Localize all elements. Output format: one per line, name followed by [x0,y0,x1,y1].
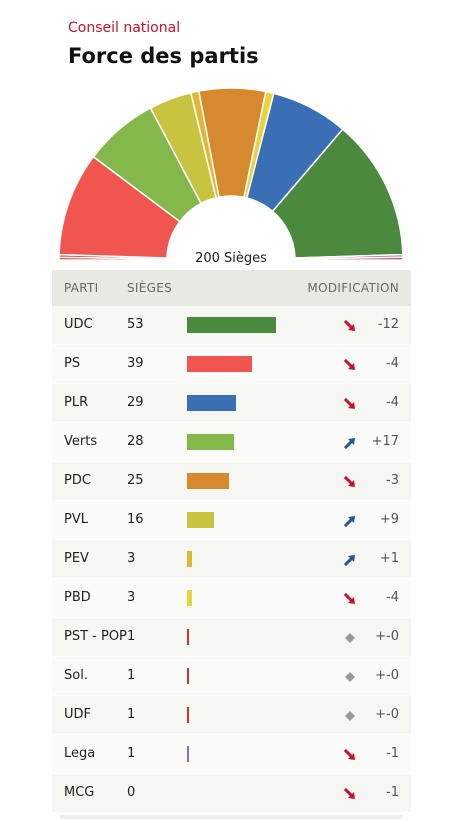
seat-count: 0 [127,785,136,800]
seat-count: 16 [127,512,144,527]
seat-bar [187,590,193,606]
party-name: PLR [64,395,89,410]
seat-bar [187,434,235,450]
seat-change: -4 [386,356,399,371]
seat-bar [187,551,193,567]
seat-count: 3 [127,551,136,566]
seat-bar [187,629,189,645]
seat-change: -12 [377,317,399,332]
seat-change: -1 [386,746,399,761]
header-change: MODIFICATION [307,281,399,295]
seat-change: +1 [379,551,399,566]
table-body: UDC 53 -12 PS 39 -4 PLR 29 -4 Verts 28 +17 PDC 25 -3 PV… [52,306,411,813]
party-name: UDC [64,317,93,332]
seat-bar [187,317,276,333]
seat-change: +-0 [375,629,399,644]
seat-count: 1 [127,629,136,644]
table-header: PARTI SIÈGES MODIFICATION [52,270,411,306]
seat-count: 29 [127,395,144,410]
seat-bar [187,395,236,411]
diamond-icon [345,672,355,682]
seat-change: -3 [386,473,399,488]
seat-bar [187,746,189,762]
party-row-sol[interactable]: Sol. 1 +-0 [52,657,411,696]
arrow-down-icon [343,397,355,409]
results-table: PARTI SIÈGES MODIFICATION UDC 53 -12 PS 39 -4… [52,270,411,813]
eyebrow-label: Conseil national [68,20,181,36]
hemicycle-chart: 200 Sièges [40,87,420,270]
party-row-mcg[interactable]: MCG 0 -1 [52,774,411,813]
party-row-ps[interactable]: PS 39 -4 [52,345,411,384]
seat-change: -1 [386,785,399,800]
party-name: Lega [64,746,96,761]
seat-count: 53 [127,317,144,332]
party-row-pvl[interactable]: PVL 16 +9 [52,501,411,540]
seat-bar [187,707,189,723]
party-row-verts[interactable]: Verts 28 +17 [52,423,411,462]
seat-count: 25 [127,473,144,488]
seat-count: 28 [127,434,144,449]
seat-change: +-0 [375,668,399,683]
party-row-pst-pop[interactable]: PST - POP 1 +-0 [52,618,411,657]
total-seats-label: 200 Sièges [195,251,267,266]
party-name: PVL [64,512,88,527]
arrow-down-icon [343,358,355,370]
seat-count: 1 [127,668,136,683]
arrow-down-icon [343,475,355,487]
party-row-lega[interactable]: Lega 1 -1 [52,735,411,774]
hemicycle-center [167,196,295,270]
party-name: PST - POP [64,629,127,644]
party-name: PS [64,356,81,371]
seat-bar [187,512,214,528]
seat-count: 1 [127,746,136,761]
party-row-plr[interactable]: PLR 29 -4 [52,384,411,423]
arrow-down-icon [343,592,355,604]
seat-change: +-0 [375,707,399,722]
page-title: Force des partis [68,44,259,68]
seat-count: 39 [127,356,144,371]
seat-change: +9 [379,512,399,527]
arrow-up-icon [343,555,355,567]
seat-bar [187,356,253,372]
arrow-up-icon [343,516,355,528]
arrow-up-icon [343,438,355,450]
footer-bar [60,815,403,819]
party-name: PBD [64,590,91,605]
arrow-down-icon [343,748,355,760]
header-seats: SIÈGES [127,281,173,295]
arrow-down-icon [343,787,355,799]
seat-change: +17 [371,434,399,449]
seat-change: -4 [386,395,399,410]
party-row-pdc[interactable]: PDC 25 -3 [52,462,411,501]
seat-count: 3 [127,590,136,605]
seat-count: 1 [127,707,136,722]
seat-bar [187,668,189,684]
diamond-icon [345,633,355,643]
party-row-udf[interactable]: UDF 1 +-0 [52,696,411,735]
party-name: Sol. [64,668,88,683]
party-name: PEV [64,551,89,566]
party-row-udc[interactable]: UDC 53 -12 [52,306,411,345]
header-party: PARTI [64,281,99,295]
party-row-pev[interactable]: PEV 3 +1 [52,540,411,579]
arrow-down-icon [343,319,355,331]
party-name: UDF [64,707,92,722]
seat-change: -4 [386,590,399,605]
party-name: PDC [64,473,91,488]
party-name: Verts [64,434,98,449]
diamond-icon [345,711,355,721]
party-row-pbd[interactable]: PBD 3 -4 [52,579,411,618]
seat-bar [187,473,229,489]
party-name: MCG [64,785,95,800]
